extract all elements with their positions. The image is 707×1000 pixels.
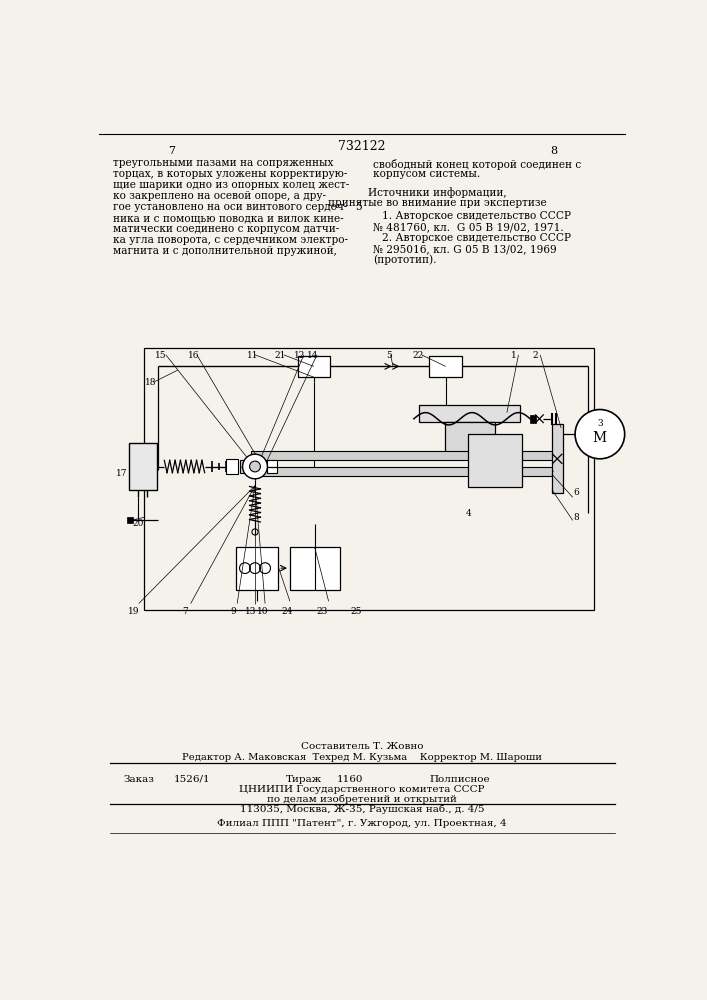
Bar [226, 459, 238, 474]
Text: 3: 3 [597, 419, 603, 428]
Text: 113035, Москва, Ж-35, Раушская наб., д. 4/5: 113035, Москва, Ж-35, Раушская наб., д. … [240, 805, 484, 814]
Text: 1. Авторское свидетельство СССР: 1. Авторское свидетельство СССР [382, 211, 571, 221]
Text: корпусом системы.: корпусом системы. [373, 169, 480, 179]
Bar [144, 348, 594, 610]
Text: треугольными пазами на сопряженных: треугольными пазами на сопряженных [113, 158, 334, 168]
Text: 24: 24 [281, 607, 293, 616]
Text: 4: 4 [465, 509, 471, 518]
Text: Полписное: Полписное [429, 774, 490, 784]
Bar [530, 415, 535, 423]
Text: 10: 10 [257, 607, 269, 616]
Text: ника и с помощью поводка и вилок кине-: ника и с помощью поводка и вилок кине- [113, 213, 344, 223]
Bar [429, 356, 462, 377]
Text: 11: 11 [247, 351, 259, 360]
Text: 2: 2 [533, 351, 538, 360]
Text: ЦНИИПИ Государственного комитета СССР: ЦНИИПИ Государственного комитета СССР [239, 785, 485, 794]
Text: 1160: 1160 [337, 774, 363, 784]
Text: магнита и с дополнительной пружиной,: магнита и с дополнительной пружиной, [113, 246, 337, 256]
Bar [468, 434, 522, 487]
Text: свободный конец которой соединен с: свободный конец которой соединен с [373, 158, 581, 169]
Text: 8: 8 [550, 146, 557, 156]
Text: гое установлено на оси винтового сердеч-: гое установлено на оси винтового сердеч- [113, 202, 347, 212]
Text: 5: 5 [355, 202, 361, 212]
Text: принятые во внимание при экспертизе: принятые во внимание при экспертизе [328, 198, 547, 208]
Bar [251, 451, 554, 460]
Circle shape [250, 461, 260, 472]
Text: 2. Авторское свидетельство СССР: 2. Авторское свидетельство СССР [382, 233, 571, 243]
Bar [552, 424, 563, 493]
Text: 16: 16 [188, 351, 199, 360]
Bar [298, 356, 330, 377]
Text: Заказ: Заказ [123, 774, 154, 784]
Text: Источники информации,: Источники информации, [368, 187, 506, 198]
Text: 18: 18 [145, 378, 156, 387]
Bar [251, 466, 554, 476]
Text: ко закреплено на осевой опоре, а дру-: ко закреплено на осевой опоре, а дру- [113, 191, 326, 201]
Text: 8: 8 [573, 513, 579, 522]
Text: 5: 5 [386, 351, 392, 360]
Bar [419, 405, 520, 422]
Text: Редактор А. Маковская  Техред М. Кузьма    Корректор М. Шароши: Редактор А. Маковская Техред М. Кузьма К… [182, 753, 542, 762]
Bar [127, 517, 134, 523]
Text: матически соединено с корпусом датчи-: матически соединено с корпусом датчи- [113, 224, 339, 234]
Circle shape [575, 410, 625, 459]
Text: Тираж: Тираж [286, 774, 322, 784]
Text: 14: 14 [308, 351, 319, 360]
Text: 732122: 732122 [338, 140, 386, 153]
Text: № 481760, кл.  G 05 В 19/02, 1971.: № 481760, кл. G 05 В 19/02, 1971. [373, 222, 563, 232]
Circle shape [243, 454, 267, 479]
Text: торцах, в которых уложены корректирую-: торцах, в которых уложены корректирую- [113, 169, 348, 179]
Text: 23: 23 [317, 607, 328, 616]
Text: Филиал ППП "Патент", г. Ужгород, ул. Проектная, 4: Филиал ППП "Патент", г. Ужгород, ул. Про… [217, 819, 507, 828]
Bar [240, 460, 246, 473]
Bar [267, 460, 276, 473]
Text: 25: 25 [350, 607, 361, 616]
Text: 19: 19 [127, 607, 139, 616]
Bar [445, 422, 495, 453]
Text: 6: 6 [573, 488, 579, 497]
Text: 15: 15 [156, 351, 167, 360]
Text: ка угла поворота, с сердечником электро-: ка угла поворота, с сердечником электро- [113, 235, 348, 245]
Text: щие шарики одно из опорных колец жест-: щие шарики одно из опорных колец жест- [113, 180, 349, 190]
Text: 20: 20 [132, 519, 144, 528]
Bar [235, 547, 279, 590]
Text: М: М [592, 431, 607, 445]
Text: № 295016, кл. G 05 В 13/02, 1969: № 295016, кл. G 05 В 13/02, 1969 [373, 244, 556, 254]
Bar [129, 443, 156, 490]
Text: 21: 21 [275, 351, 286, 360]
Bar [290, 547, 340, 590]
Text: 13: 13 [245, 607, 257, 616]
Text: 12: 12 [293, 351, 305, 360]
Text: по делам изобретений и открытий: по делам изобретений и открытий [267, 795, 457, 804]
Text: (прототип).: (прототип). [373, 255, 436, 265]
Text: 9: 9 [230, 607, 236, 616]
Text: 1526/1: 1526/1 [174, 774, 210, 784]
Text: 7: 7 [168, 146, 175, 156]
Text: Составитель Т. Жовно: Составитель Т. Жовно [300, 742, 423, 751]
Text: 7: 7 [182, 607, 188, 616]
Text: 1: 1 [511, 351, 517, 360]
Text: 22: 22 [412, 351, 423, 360]
Text: 17: 17 [116, 469, 128, 478]
